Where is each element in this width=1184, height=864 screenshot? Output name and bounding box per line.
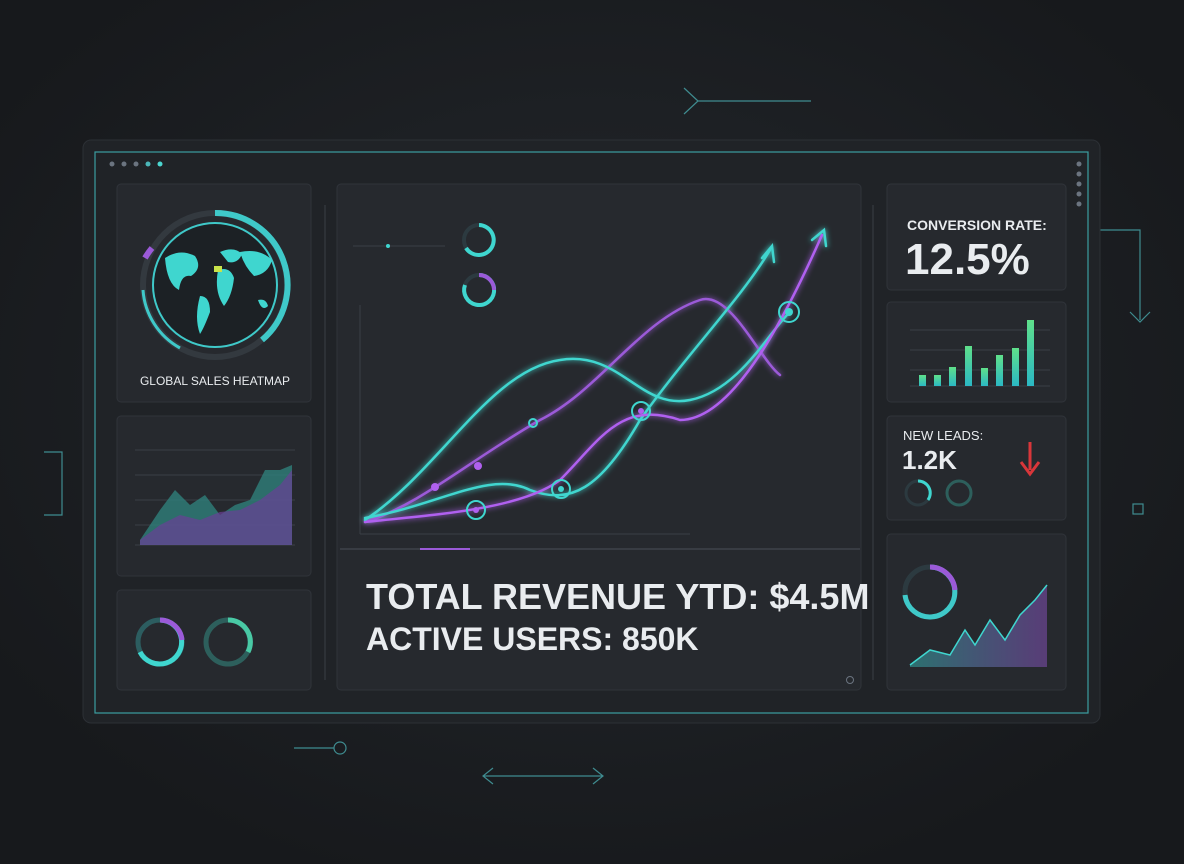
frame-border <box>94 151 1089 714</box>
conversion-label: CONVERSION RATE: <box>907 217 1047 233</box>
decor <box>44 87 1151 785</box>
globe <box>140 209 291 360</box>
bar-panel <box>886 301 1067 403</box>
window-dots <box>109 161 1082 207</box>
trend-lines <box>363 227 828 524</box>
donuts <box>135 617 253 667</box>
mini-bars <box>910 320 1050 387</box>
chart-axes <box>340 305 860 550</box>
panel-title: GLOBAL SALES HEATMAP <box>140 374 290 388</box>
conversion-panel <box>886 183 1067 291</box>
revenue-text: TOTAL REVENUE YTD: $4.5M <box>366 576 869 617</box>
area-chart <box>135 449 295 546</box>
leads-icons <box>904 442 1041 507</box>
chart-points <box>431 301 800 520</box>
users-text: ACTIVE USERS: 850K <box>366 621 699 657</box>
activity-chart <box>902 564 1048 667</box>
indicator <box>846 676 854 684</box>
leads-label: NEW LEADS: <box>903 428 983 443</box>
mini-gauges <box>353 223 497 307</box>
leads-value: 1.2K <box>902 445 957 475</box>
conversion-value: 12.5% <box>905 235 1030 284</box>
donut-panel <box>116 589 312 691</box>
